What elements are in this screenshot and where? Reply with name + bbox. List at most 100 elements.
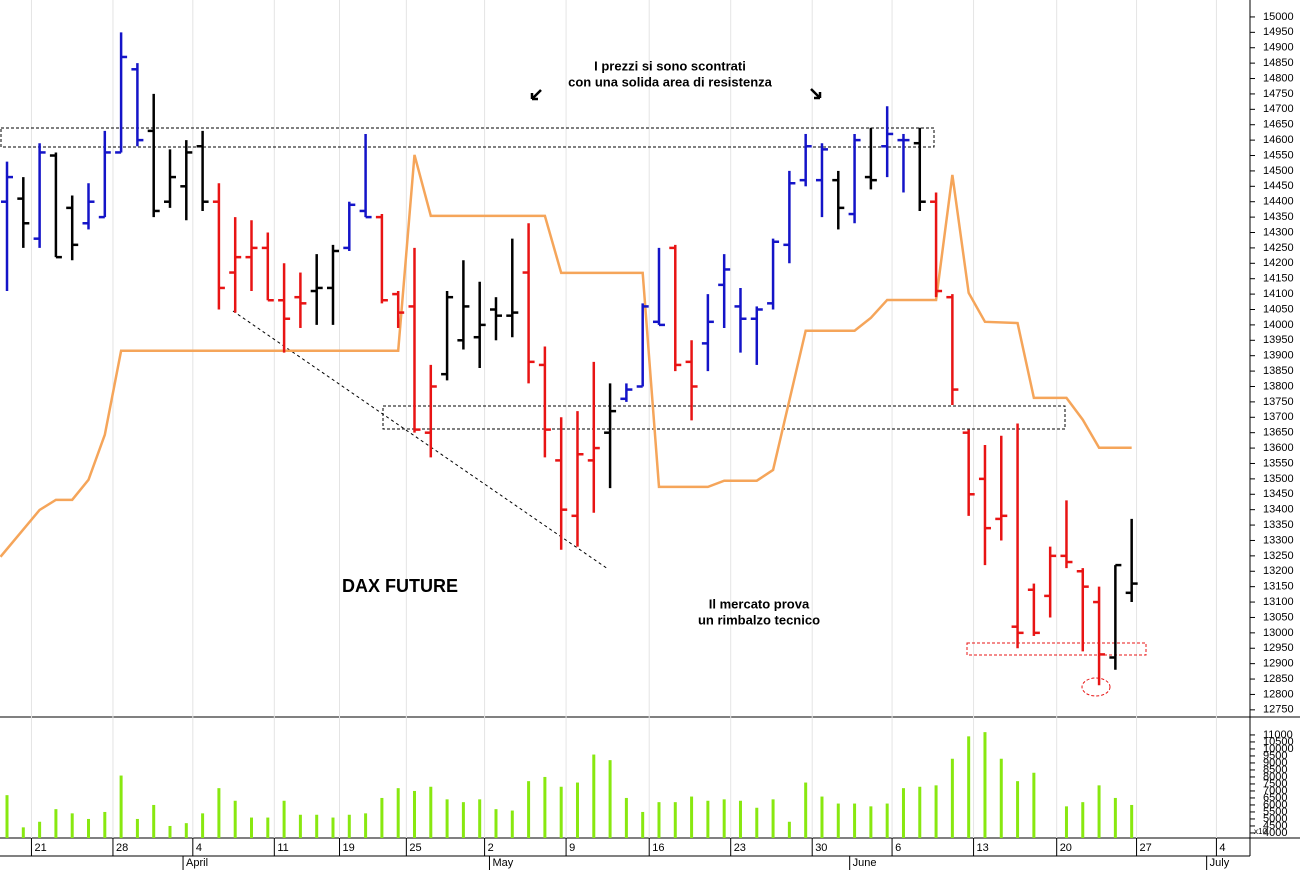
- volume-bar: [543, 776, 547, 838]
- support-zone: [382, 405, 1066, 430]
- x-tick-label: 19: [343, 842, 355, 854]
- volume-bar: [201, 813, 205, 838]
- volume-bar: [70, 813, 74, 838]
- y-tick-label: 14550: [1263, 149, 1294, 161]
- y-tick-label: 6000: [1263, 799, 1287, 811]
- y-tick-label: 14250: [1263, 242, 1294, 254]
- x-tick-label: 30: [815, 842, 827, 854]
- y-tick-label: 14200: [1263, 257, 1294, 269]
- y-tick-label: 13400: [1263, 504, 1294, 516]
- volume-bar: [38, 821, 42, 838]
- y-tick-label: 8500: [1263, 764, 1287, 776]
- volume-bar: [380, 797, 384, 838]
- low-zone: [966, 642, 1147, 656]
- y-tick-label: 14650: [1263, 119, 1294, 131]
- y-tick-label: 9000: [1263, 757, 1287, 769]
- y-tick-label: 13350: [1263, 519, 1294, 531]
- volume-bar: [315, 814, 319, 838]
- volume-bar: [233, 800, 237, 838]
- x-tick-label: 4: [196, 842, 202, 854]
- y-tick-label: 13500: [1263, 473, 1294, 485]
- volume-bar: [657, 802, 661, 838]
- y-tick-label: 13600: [1263, 442, 1294, 454]
- y-tick-label: 14850: [1263, 57, 1294, 69]
- month-label: April: [186, 857, 208, 869]
- volume-bar: [755, 807, 759, 838]
- volume-bar: [152, 804, 156, 838]
- volume-bar: [54, 809, 58, 838]
- y-tick-label: 13150: [1263, 581, 1294, 593]
- volume-bar: [119, 775, 123, 838]
- volume-bar: [820, 796, 824, 838]
- x-tick-label: 11: [277, 842, 288, 854]
- arrow: [810, 88, 822, 100]
- x-tick-label: 28: [116, 842, 128, 854]
- y-tick-label: 14800: [1263, 72, 1294, 84]
- annotation: con una solida area di resistenza: [568, 74, 773, 89]
- volume-bar: [249, 817, 253, 838]
- y-tick-label: 14400: [1263, 196, 1294, 208]
- y-tick-label: 12950: [1263, 642, 1294, 654]
- x-tick-label: 23: [734, 842, 746, 854]
- volume-bar: [673, 802, 677, 838]
- y-tick-label: 10000: [1263, 743, 1294, 755]
- volume-bar: [559, 786, 563, 838]
- x-tick-label: 27: [1140, 842, 1152, 854]
- volume-bar: [901, 788, 905, 838]
- y-tick-label: 14150: [1263, 273, 1294, 285]
- y-tick-label: 5500: [1263, 806, 1287, 818]
- volume-bar: [787, 821, 791, 838]
- y-tick-label: 6500: [1263, 792, 1287, 804]
- y-tick-label: 14450: [1263, 180, 1294, 192]
- volume-bar: [282, 800, 286, 838]
- volume-bar: [950, 758, 954, 838]
- y-tick-label: 14350: [1263, 211, 1294, 223]
- volume-bar: [298, 814, 302, 838]
- y-tick-label: 10500: [1263, 736, 1294, 748]
- y-tick-label: 9500: [1263, 750, 1287, 762]
- volume-bar: [804, 782, 808, 838]
- y-tick-label: 12850: [1263, 673, 1294, 685]
- volume-bar: [738, 800, 742, 838]
- volume-bar: [836, 803, 840, 838]
- x-tick-label: 16: [652, 842, 664, 854]
- volume-bar: [575, 782, 579, 838]
- volume-bar: [853, 803, 857, 838]
- volume-bar: [771, 799, 775, 838]
- y-tick-label: 13700: [1263, 411, 1294, 423]
- volume-bar: [21, 827, 25, 838]
- y-tick-label: 13900: [1263, 350, 1294, 362]
- y-tick-label: 13000: [1263, 627, 1294, 639]
- volume-bar: [103, 811, 107, 838]
- y-tick-label: 7500: [1263, 778, 1287, 790]
- volume-bar: [184, 823, 188, 838]
- volume-bar: [641, 811, 645, 838]
- y-tick-label: 14100: [1263, 288, 1294, 300]
- y-tick-label: 15000: [1263, 11, 1294, 23]
- volume-bar: [983, 732, 987, 838]
- volume-bar: [527, 781, 531, 838]
- volume-bar: [429, 786, 433, 838]
- y-tick-label: 13100: [1263, 596, 1294, 608]
- x-tick-label: 4: [1219, 842, 1225, 854]
- volume-bar: [608, 760, 612, 838]
- y-tick-label: 13850: [1263, 365, 1294, 377]
- y-tick-label: 7000: [1263, 785, 1287, 797]
- y-tick-label: 4000: [1263, 827, 1287, 839]
- y-tick-label: 13750: [1263, 396, 1294, 408]
- low-circle: [1081, 677, 1111, 697]
- volume-bar: [347, 814, 351, 838]
- volume-bar: [1064, 806, 1068, 838]
- volume-bar: [869, 806, 873, 838]
- y-tick-label: 13950: [1263, 334, 1294, 346]
- y-tick-label: 13050: [1263, 611, 1294, 623]
- y-tick-label: 13450: [1263, 488, 1294, 500]
- chart-title: DAX FUTURE: [342, 576, 458, 596]
- y-tick-label: 14750: [1263, 88, 1294, 100]
- trend-line: [232, 310, 609, 570]
- annotation: un rimbalzo tecnico: [698, 612, 820, 627]
- volume-bar: [690, 796, 694, 838]
- y-tick-label: 14300: [1263, 226, 1294, 238]
- y-tick-label: 11000: [1263, 729, 1293, 741]
- x-tick-label: 9: [569, 842, 575, 854]
